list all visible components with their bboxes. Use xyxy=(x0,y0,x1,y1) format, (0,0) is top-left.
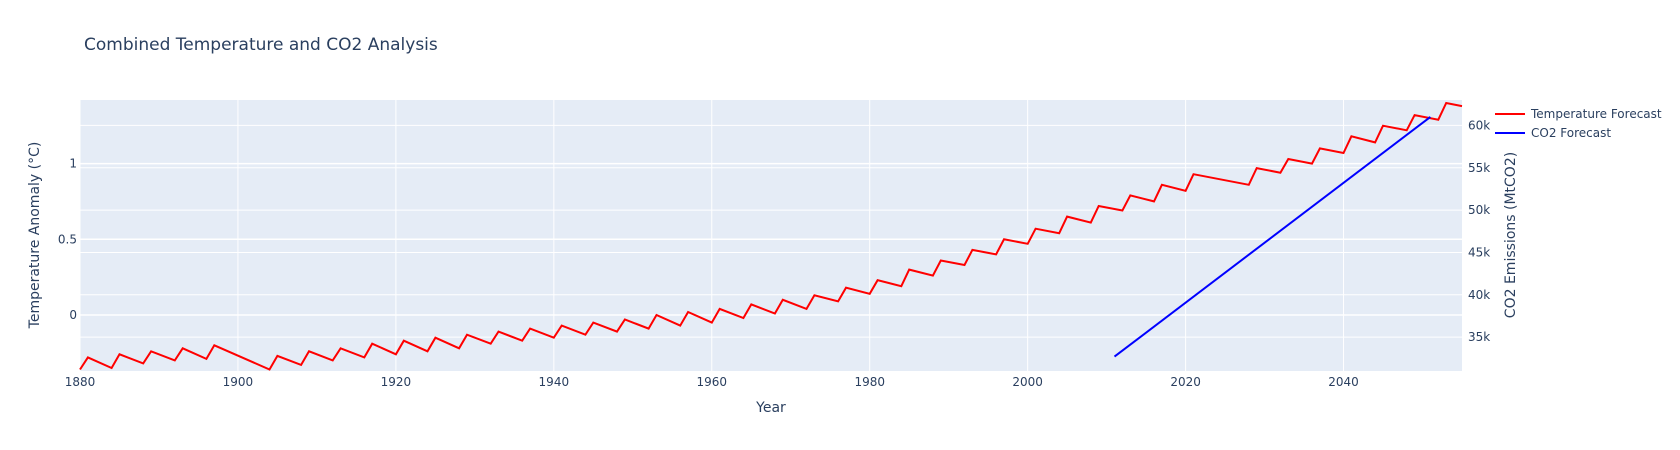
plot-area xyxy=(80,100,1462,371)
y2-tick-label: 55k xyxy=(1468,161,1490,175)
y-tick-label: 1 xyxy=(69,157,77,171)
chart-title: Combined Temperature and CO2 Analysis xyxy=(84,35,438,55)
x-tick-label: 2000 xyxy=(1012,375,1043,389)
legend-label: Temperature Forecast xyxy=(1530,107,1662,121)
y-axis-title: Temperature Anomaly (°C) xyxy=(27,142,43,330)
y2-axis-title: CO2 Emissions (MtCO2) xyxy=(1503,152,1519,318)
y2-tick-label: 60k xyxy=(1468,118,1490,132)
legend-item[interactable]: Temperature Forecast xyxy=(1495,107,1662,121)
y-tick-label: 0 xyxy=(69,308,77,322)
x-tick-label: 1940 xyxy=(539,375,570,389)
temperature-forecast-line xyxy=(79,101,1463,371)
x-tick-label: 2040 xyxy=(1328,375,1359,389)
x-tick-label: 1980 xyxy=(854,375,885,389)
x-tick-label: 1920 xyxy=(381,375,412,389)
x-tick-label: 1880 xyxy=(65,375,96,389)
y2-tick-label: 40k xyxy=(1468,288,1490,302)
y2-tick-label: 35k xyxy=(1468,330,1490,344)
series-layer xyxy=(79,101,1463,371)
grid xyxy=(79,100,1462,371)
co2-forecast-line xyxy=(1113,116,1432,358)
x-tick-label: 1900 xyxy=(223,375,254,389)
x-tick-label: 2020 xyxy=(1170,375,1201,389)
y2-tick-label: 50k xyxy=(1468,203,1490,217)
tick-labels: 1880 1900 1920 1940 1960 1980 2000 2020 2040 35k 4… xyxy=(58,118,1490,389)
x-axis-title: Year xyxy=(755,400,786,416)
y2-tick-label: 45k xyxy=(1468,245,1490,259)
legend-label: CO2 Forecast xyxy=(1531,126,1611,140)
legend[interactable]: Temperature Forecast CO2 Forecast xyxy=(1495,107,1662,140)
y-tick-label: 0.5 xyxy=(58,232,77,246)
legend-item[interactable]: CO2 Forecast xyxy=(1495,126,1611,140)
x-tick-label: 1960 xyxy=(696,375,727,389)
